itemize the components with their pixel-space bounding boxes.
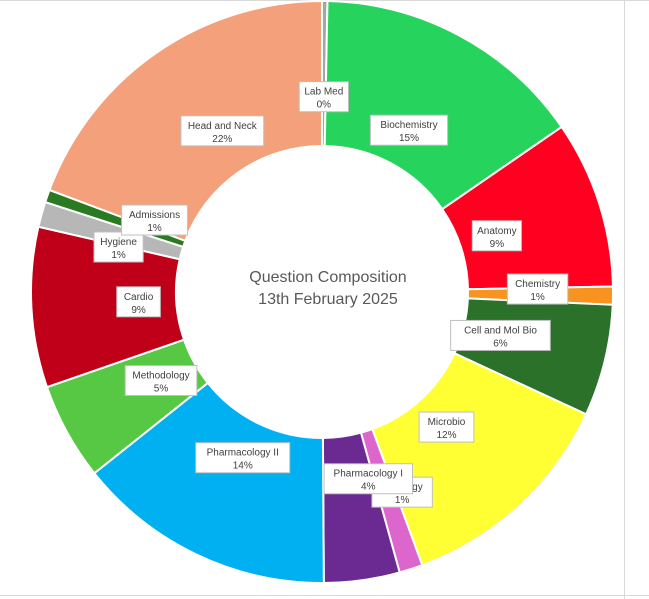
data-label-box <box>298 81 349 113</box>
data-label-name: Cell and Mol Bio <box>464 325 537 336</box>
data-label-percent: 1% <box>147 223 162 234</box>
data-label-percent: 14% <box>233 461 253 472</box>
data-label-percent: 12% <box>436 430 456 441</box>
data-label-name: Methodology <box>132 370 189 381</box>
data-label-admissions: Admissions 1% <box>121 204 189 236</box>
data-label-cardio: Cardio 9% <box>116 286 161 318</box>
data-label-percent: 9% <box>131 305 146 316</box>
data-label-box <box>124 364 198 396</box>
data-label-name: Head and Neck <box>188 121 258 132</box>
data-label-biochemistry: Biochemistry 15% <box>369 114 449 146</box>
data-label-percent: 4% <box>361 482 376 493</box>
data-label-percent: 6% <box>493 338 508 349</box>
data-label-box <box>450 319 551 351</box>
slice-microbio <box>371 352 588 567</box>
data-label-name: Anatomy <box>477 226 516 237</box>
right-border <box>624 0 625 599</box>
data-label-hygiene: Hygiene 1% <box>93 231 144 263</box>
data-label-name: Lab Med <box>304 87 343 98</box>
data-label-percent: 1% <box>395 495 410 506</box>
data-label-box <box>93 231 144 263</box>
bottom-border <box>0 595 649 596</box>
data-label-cell-and-mol-bio: Cell and Mol Bio 6% <box>450 319 551 351</box>
data-label-box <box>323 463 413 495</box>
data-label-name: Cardio <box>124 292 154 303</box>
data-label-box <box>418 411 475 443</box>
data-label-box <box>116 286 161 318</box>
data-label-chemistry: Chemistry 1% <box>506 273 569 305</box>
data-label-box <box>195 442 291 474</box>
data-label-box <box>121 204 189 236</box>
data-label-name: Biochemistry <box>380 120 437 131</box>
chart-title: Question Composition <box>249 269 406 286</box>
data-label-box <box>506 273 569 305</box>
data-label-name: Pharmacology II <box>207 448 279 459</box>
data-label-microbio: Microbio 12% <box>418 411 475 443</box>
data-label-head-and-neck: Head and Neck 22% <box>180 115 265 147</box>
data-label-percent: 9% <box>490 239 505 250</box>
data-label-lab-med: Lab Med 0% <box>298 81 349 113</box>
data-label-box <box>471 220 522 252</box>
data-label-box <box>369 114 449 146</box>
data-label-methodology: Methodology 5% <box>124 364 198 396</box>
data-label-percent: 5% <box>154 383 169 394</box>
slice-biochemistry <box>323 0 564 211</box>
data-label-box <box>180 115 265 147</box>
data-label-name: Chemistry <box>515 279 560 290</box>
data-label-percent: 0% <box>317 100 332 111</box>
data-label-pharmacology-i: Pharmacology I 4% <box>323 463 413 495</box>
slice-pharmacology-ii <box>92 381 325 584</box>
data-label-pharmacology-ii: Pharmacology II 14% <box>195 442 291 474</box>
chart-subtitle: 13th February 2025 <box>258 291 398 308</box>
data-label-name: Hygiene <box>100 237 137 248</box>
data-label-name: Admissions <box>129 210 180 221</box>
data-label-percent: 1% <box>530 292 545 303</box>
data-label-percent: 1% <box>111 250 126 261</box>
labels-layer: Lab Med 0% Biochemistry 15% Anatomy 9% Chemist… <box>93 81 569 508</box>
data-label-anatomy: Anatomy 9% <box>471 220 522 252</box>
data-label-percent: 15% <box>399 133 419 144</box>
data-label-percent: 22% <box>212 134 232 145</box>
data-label-name: Pharmacology I <box>334 469 403 480</box>
data-label-name: Microbio <box>428 417 466 428</box>
